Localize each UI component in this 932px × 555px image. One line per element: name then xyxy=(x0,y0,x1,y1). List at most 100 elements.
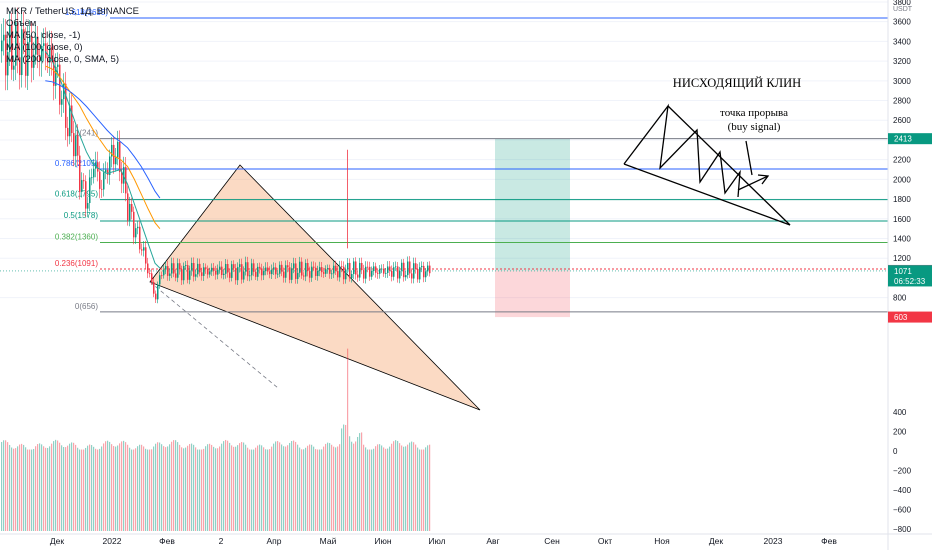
candle-body xyxy=(321,267,323,273)
candle-body xyxy=(371,271,373,277)
volume-bar xyxy=(345,424,347,531)
candle-body xyxy=(169,273,171,276)
candle-body xyxy=(83,180,85,182)
volume-bar xyxy=(165,447,167,531)
candle-body xyxy=(299,261,301,273)
candle-body xyxy=(223,273,225,276)
candle-body xyxy=(385,272,387,274)
candle-body xyxy=(65,83,67,128)
indicator-ma50[interactable]: MA (50, close, -1) xyxy=(6,30,81,41)
volume-tick-label: −400 xyxy=(893,486,912,495)
candle-body xyxy=(103,172,105,190)
symbol-label[interactable]: MKR / TetherUS, 1Д, BINANCE xyxy=(6,6,139,17)
volume-bar xyxy=(61,445,63,531)
volume-bar xyxy=(409,442,411,531)
candle-body xyxy=(329,268,331,274)
candle-body xyxy=(387,266,389,273)
candle-body xyxy=(115,157,117,165)
candle-body xyxy=(121,172,123,184)
volume-bar xyxy=(347,348,349,531)
volume-bar xyxy=(343,424,345,531)
candle-body xyxy=(85,181,87,209)
candle-body xyxy=(405,275,407,278)
volume-bar xyxy=(379,444,381,531)
volume-bar xyxy=(337,446,339,531)
volume-bar xyxy=(205,446,207,531)
candle-body xyxy=(175,273,177,278)
fib-level-label: 0.5(1578) xyxy=(64,211,99,220)
volume-bar xyxy=(425,447,427,531)
volume-bar xyxy=(267,449,269,531)
candle-body xyxy=(19,57,21,76)
volume-bar xyxy=(149,449,151,531)
candle-body xyxy=(271,269,273,275)
candle-body xyxy=(91,177,93,179)
sketch-arrow-head xyxy=(757,174,770,185)
volume-bar xyxy=(55,439,57,531)
candle-body xyxy=(31,35,33,68)
volume-bar xyxy=(31,449,33,531)
volume-bar xyxy=(217,448,219,531)
price-tick-label: 3800 xyxy=(893,0,911,7)
candle-body xyxy=(307,263,309,272)
time-label: 2 xyxy=(219,536,224,546)
candle-body xyxy=(343,266,345,280)
volume-bar xyxy=(143,446,145,531)
volume-bar xyxy=(311,444,313,531)
candle-body xyxy=(93,168,95,178)
volume-bar xyxy=(211,444,213,531)
volume-bar xyxy=(153,446,155,531)
candle-body xyxy=(99,171,101,189)
price-badge-label: 06:52:33 xyxy=(894,277,926,286)
volume-bar xyxy=(17,446,19,531)
candle-body xyxy=(49,47,51,63)
candle-body xyxy=(281,264,283,272)
indicator-ma200[interactable]: MA (200, close, 0, SMA, 5) xyxy=(6,54,119,65)
candle-body xyxy=(353,261,355,275)
indicator-ma100[interactable]: MA (100, close, 0) xyxy=(6,42,83,53)
candle-body xyxy=(181,269,183,281)
volume-bar xyxy=(335,447,337,531)
candle-body xyxy=(191,263,193,271)
candle-body xyxy=(27,42,29,76)
candle-body xyxy=(359,262,361,278)
candle-body xyxy=(217,269,219,275)
volume-bar xyxy=(251,449,253,531)
time-label: Май xyxy=(320,536,337,546)
ma-line-3 xyxy=(45,80,161,199)
candle-body xyxy=(167,266,169,276)
candle-body xyxy=(153,282,155,294)
candle-body xyxy=(7,52,9,76)
candle-body xyxy=(187,265,189,280)
volume-bar xyxy=(35,446,37,531)
candle-body xyxy=(423,265,425,278)
volume-bar xyxy=(351,441,353,531)
time-label: Ноя xyxy=(654,536,670,546)
candle-body xyxy=(55,66,57,86)
volume-bar xyxy=(63,446,65,531)
volume-bar xyxy=(399,443,401,531)
volume-bar xyxy=(285,446,287,531)
volume-bar xyxy=(213,446,215,531)
candle-body xyxy=(261,268,263,276)
candle-body xyxy=(287,265,289,268)
candle-body xyxy=(323,272,325,274)
volume-bar xyxy=(321,449,323,531)
candle-body xyxy=(325,269,327,274)
candle-body xyxy=(97,162,99,172)
fib-level-label: 0(656) xyxy=(75,302,98,311)
breakout-label-line2: (buy signal) xyxy=(728,121,781,133)
volume-bar xyxy=(419,449,421,531)
price-tick-label: 3000 xyxy=(893,77,911,86)
candle-body xyxy=(213,267,215,271)
candle-body xyxy=(201,272,203,276)
volume-bar xyxy=(375,446,377,531)
volume-bar xyxy=(281,444,283,531)
ma-line-2 xyxy=(45,65,161,230)
volume-label[interactable]: Объём xyxy=(6,18,37,29)
volume-bar xyxy=(193,444,195,531)
volume-bar xyxy=(365,447,367,531)
candle-body xyxy=(139,226,141,250)
